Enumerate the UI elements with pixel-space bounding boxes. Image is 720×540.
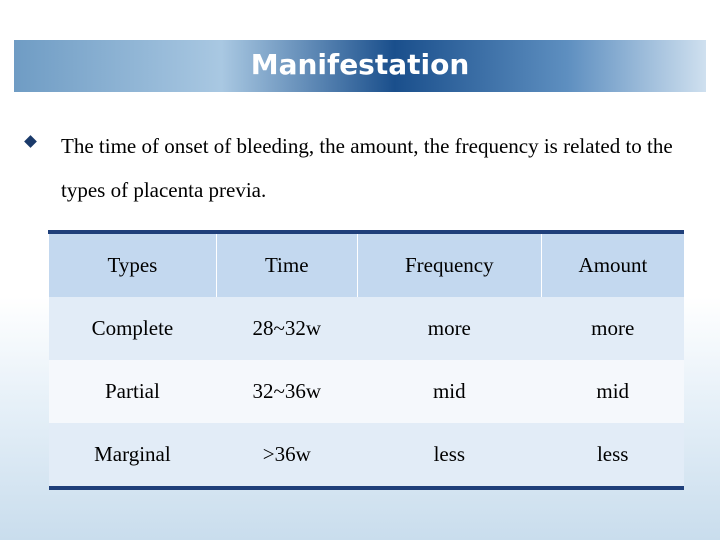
header-cell: Amount: [540, 232, 684, 297]
table-cell: more: [357, 297, 542, 360]
slide-title: Manifestation: [250, 48, 470, 81]
header-cell: Frequency: [356, 232, 542, 297]
table-cell: less: [541, 423, 684, 488]
table-row: Complete 28~32w more more: [48, 297, 684, 360]
table-cell: Marginal: [48, 423, 217, 488]
table-cell: mid: [541, 360, 684, 423]
table-cell: less: [357, 423, 542, 488]
header-row: Types Time Frequency Amount: [48, 232, 684, 297]
table-cell: 32~36w: [216, 360, 358, 423]
header-cell: Types: [48, 232, 217, 297]
table-cell: >36w: [216, 423, 358, 488]
table-row: Marginal >36w less less: [48, 423, 684, 488]
title-banner: [14, 40, 706, 92]
table: Types Time Frequency Amount Complete 28~32w mo…: [48, 230, 684, 490]
table-cell: Complete: [48, 297, 217, 360]
table-cell: mid: [357, 360, 542, 423]
bullet: [24, 135, 37, 148]
table-cell: 28~32w: [216, 297, 358, 360]
header-cell: Time: [215, 232, 358, 297]
bullet-text: The time of onset of bleeding, the amoun…: [61, 134, 673, 202]
table-cell: more: [541, 297, 684, 360]
table-row: Partial 32~36w mid mid: [48, 360, 684, 423]
table-cell: Partial: [48, 360, 217, 423]
